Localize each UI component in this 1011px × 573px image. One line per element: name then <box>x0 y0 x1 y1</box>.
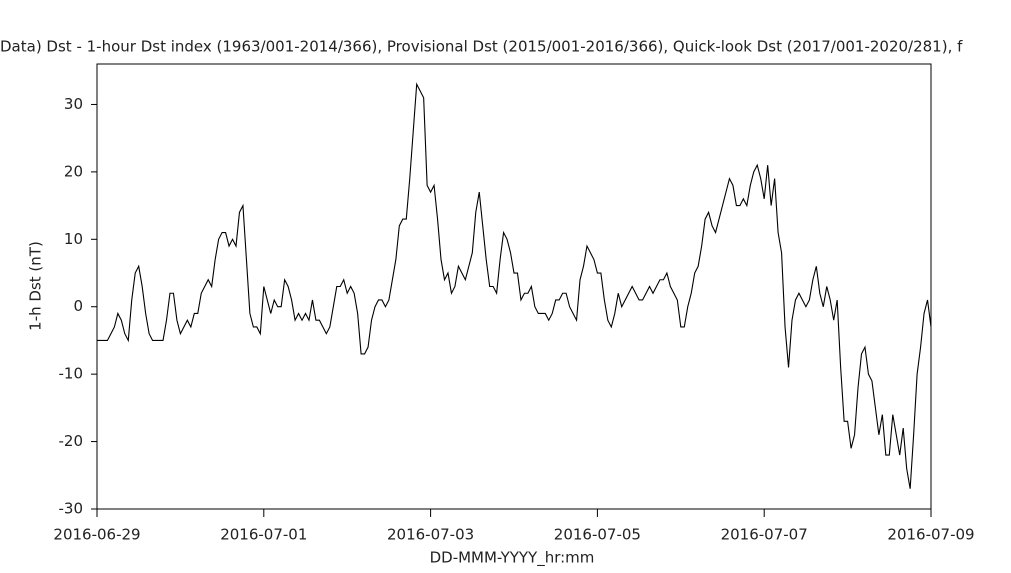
plot-frame <box>96 63 932 510</box>
x-tick-label: 2016-06-29 <box>53 526 140 544</box>
data-line <box>97 82 932 489</box>
chart-title: Data) Dst - 1-hour Dst index (1963/001-2… <box>0 38 963 56</box>
x-tick-label: 2016-07-09 <box>887 526 974 544</box>
y-tick-label: -10 <box>59 365 84 383</box>
x-tick-label: 2016-07-07 <box>721 526 808 544</box>
y-tick-label: 20 <box>64 162 83 180</box>
y-tick-label: -30 <box>59 500 84 518</box>
y-tick-label: 0 <box>73 297 83 315</box>
x-tick-label: 2016-07-05 <box>554 526 641 544</box>
y-tick-label: 30 <box>64 95 83 113</box>
y-tick-label: -20 <box>59 432 84 450</box>
x-axis-label: DD-MMM-YYYY_hr:mm <box>430 549 595 568</box>
y-tick-label: 10 <box>64 230 83 248</box>
y-axis-label: 1-h Dst (nT) <box>27 241 45 331</box>
x-tick-label: 2016-07-03 <box>387 526 474 544</box>
x-tick-label: 2016-07-01 <box>220 526 307 544</box>
